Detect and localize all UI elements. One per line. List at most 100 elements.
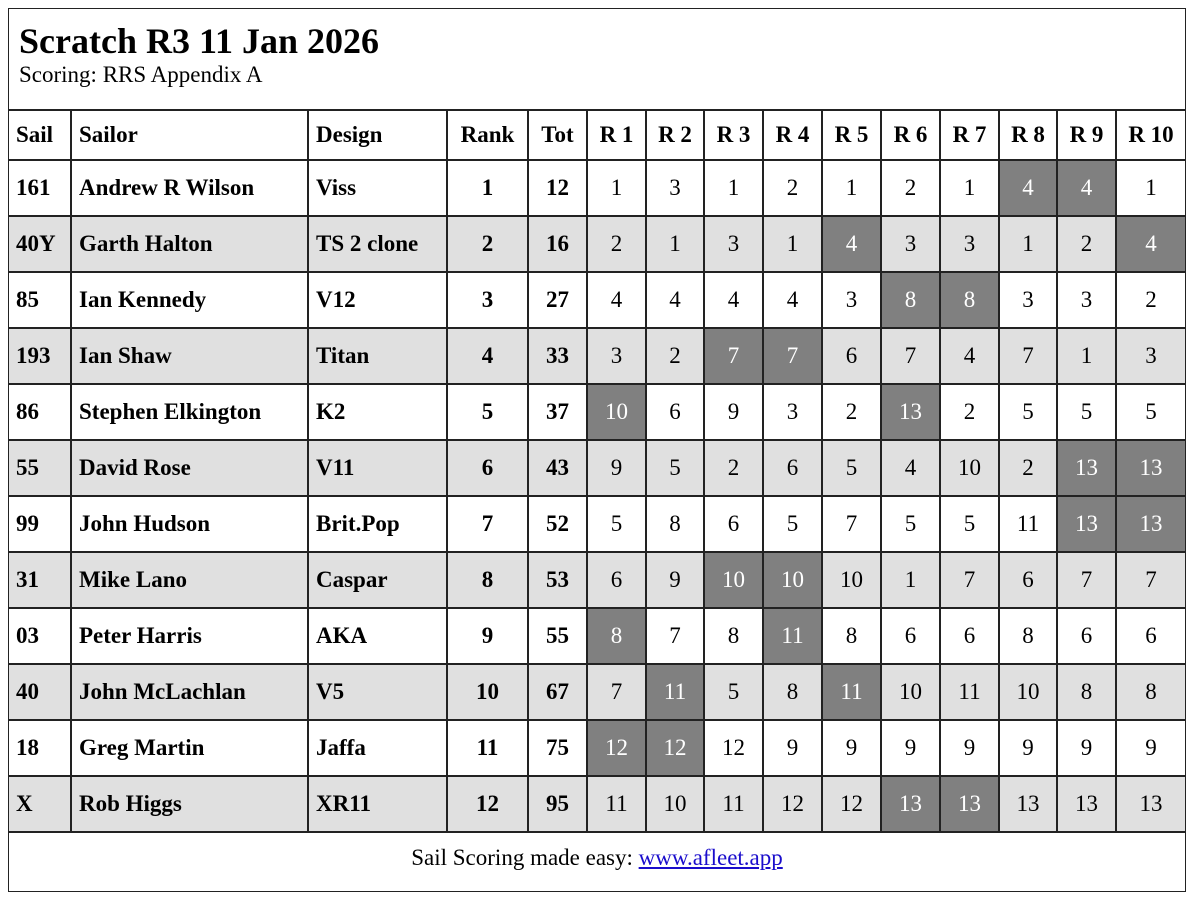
sail-cell: 31 — [9, 551, 72, 609]
sailor-cell: Greg Martin — [70, 719, 309, 777]
race-score-cell: 8 — [998, 607, 1058, 665]
race-score-cell: 3 — [762, 383, 823, 441]
race-score-cell: 10 — [998, 663, 1058, 721]
race-score-cell: 5 — [939, 495, 1000, 553]
column-header-r2: R 2 — [645, 111, 705, 161]
discarded-race-score-cell: 13 — [880, 383, 941, 441]
race-score-cell: 6 — [939, 607, 1000, 665]
race-score-cell: 4 — [762, 271, 823, 329]
race-score-cell: 3 — [1115, 327, 1185, 385]
column-header-r1: R 1 — [586, 111, 647, 161]
tot-cell: 37 — [527, 383, 588, 441]
race-score-cell: 9 — [880, 719, 941, 777]
column-header-r6: R 6 — [880, 111, 941, 161]
discarded-race-score-cell: 11 — [821, 663, 882, 721]
race-score-cell: 3 — [821, 271, 882, 329]
race-score-cell: 3 — [998, 271, 1058, 329]
race-score-cell: 8 — [762, 663, 823, 721]
rank-cell: 2 — [446, 215, 529, 273]
tot-cell: 53 — [527, 551, 588, 609]
race-score-cell: 5 — [821, 439, 882, 497]
afleet-link[interactable]: www.afleet.app — [638, 845, 783, 870]
rank-cell: 10 — [446, 663, 529, 721]
race-score-cell: 2 — [645, 327, 705, 385]
table-row: 03 Peter Harris AKA 9 55 8 7 8 11 8 6 6 8 6 6 — [9, 607, 1185, 665]
race-score-cell: 9 — [703, 383, 764, 441]
discarded-race-score-cell: 7 — [703, 327, 764, 385]
design-cell: Brit.Pop — [307, 495, 448, 553]
rank-cell: 3 — [446, 271, 529, 329]
race-score-cell: 6 — [645, 383, 705, 441]
race-score-cell: 3 — [586, 327, 647, 385]
race-score-cell: 7 — [998, 327, 1058, 385]
race-score-cell: 4 — [939, 327, 1000, 385]
race-score-cell: 7 — [939, 551, 1000, 609]
header: Scratch R3 11 Jan 2026 Scoring: RRS Appe… — [9, 9, 1185, 111]
race-score-cell: 3 — [939, 215, 1000, 273]
rank-cell: 7 — [446, 495, 529, 553]
sail-cell: 99 — [9, 495, 72, 553]
design-cell: AKA — [307, 607, 448, 665]
race-score-cell: 2 — [880, 159, 941, 217]
race-score-cell: 1 — [703, 159, 764, 217]
race-score-cell: 9 — [1115, 719, 1185, 777]
tot-cell: 33 — [527, 327, 588, 385]
column-header-rank: Rank — [446, 111, 529, 161]
race-score-cell: 11 — [998, 495, 1058, 553]
rank-cell: 1 — [446, 159, 529, 217]
tot-cell: 43 — [527, 439, 588, 497]
discarded-race-score-cell: 8 — [880, 271, 941, 329]
discarded-race-score-cell: 12 — [586, 719, 647, 777]
rank-cell: 6 — [446, 439, 529, 497]
column-header-design: Design — [307, 111, 448, 161]
table-row: 40 John McLachlan V5 10 67 7 11 5 8 11 10 11 10 8 8 — [9, 663, 1185, 721]
sailor-cell: Garth Halton — [70, 215, 309, 273]
race-score-cell: 3 — [880, 215, 941, 273]
discarded-race-score-cell: 13 — [1115, 439, 1185, 497]
race-score-cell: 8 — [1056, 663, 1117, 721]
discarded-race-score-cell: 13 — [939, 775, 1000, 833]
race-score-cell: 5 — [586, 495, 647, 553]
race-score-cell: 11 — [939, 663, 1000, 721]
sailor-cell: Stephen Elkington — [70, 383, 309, 441]
rank-cell: 4 — [446, 327, 529, 385]
design-cell: Viss — [307, 159, 448, 217]
race-score-cell: 5 — [880, 495, 941, 553]
footer: Sail Scoring made easy: www.afleet.app — [9, 833, 1185, 871]
table-row: 40Y Garth Halton TS 2 clone 2 16 2 1 3 1 4 3 3 1 2 4 — [9, 215, 1185, 273]
column-header-r10: R 10 — [1115, 111, 1185, 161]
tot-cell: 55 — [527, 607, 588, 665]
discarded-race-score-cell: 13 — [1115, 495, 1185, 553]
race-score-cell: 3 — [703, 215, 764, 273]
race-score-cell: 9 — [998, 719, 1058, 777]
rank-cell: 5 — [446, 383, 529, 441]
race-score-cell: 2 — [998, 439, 1058, 497]
race-score-cell: 7 — [880, 327, 941, 385]
design-cell: Caspar — [307, 551, 448, 609]
sail-cell: 161 — [9, 159, 72, 217]
table-row: 55 David Rose V11 6 43 9 5 2 6 5 4 10 2 13 13 — [9, 439, 1185, 497]
design-cell: K2 — [307, 383, 448, 441]
discarded-race-score-cell: 13 — [1056, 439, 1117, 497]
discarded-race-score-cell: 8 — [939, 271, 1000, 329]
discarded-race-score-cell: 4 — [998, 159, 1058, 217]
sailor-cell: Ian Kennedy — [70, 271, 309, 329]
race-score-cell: 1 — [1056, 327, 1117, 385]
race-score-cell: 2 — [586, 215, 647, 273]
race-score-cell: 12 — [762, 775, 823, 833]
race-score-cell: 3 — [645, 159, 705, 217]
sail-cell: 03 — [9, 607, 72, 665]
race-score-cell: 2 — [1115, 271, 1185, 329]
race-score-cell: 6 — [998, 551, 1058, 609]
race-score-cell: 6 — [880, 607, 941, 665]
sail-cell: 40Y — [9, 215, 72, 273]
sail-cell: X — [9, 775, 72, 833]
race-score-cell: 7 — [645, 607, 705, 665]
race-score-cell: 1 — [880, 551, 941, 609]
sail-cell: 193 — [9, 327, 72, 385]
column-header-sailor: Sailor — [70, 111, 309, 161]
race-score-cell: 2 — [1056, 215, 1117, 273]
race-score-cell: 5 — [998, 383, 1058, 441]
